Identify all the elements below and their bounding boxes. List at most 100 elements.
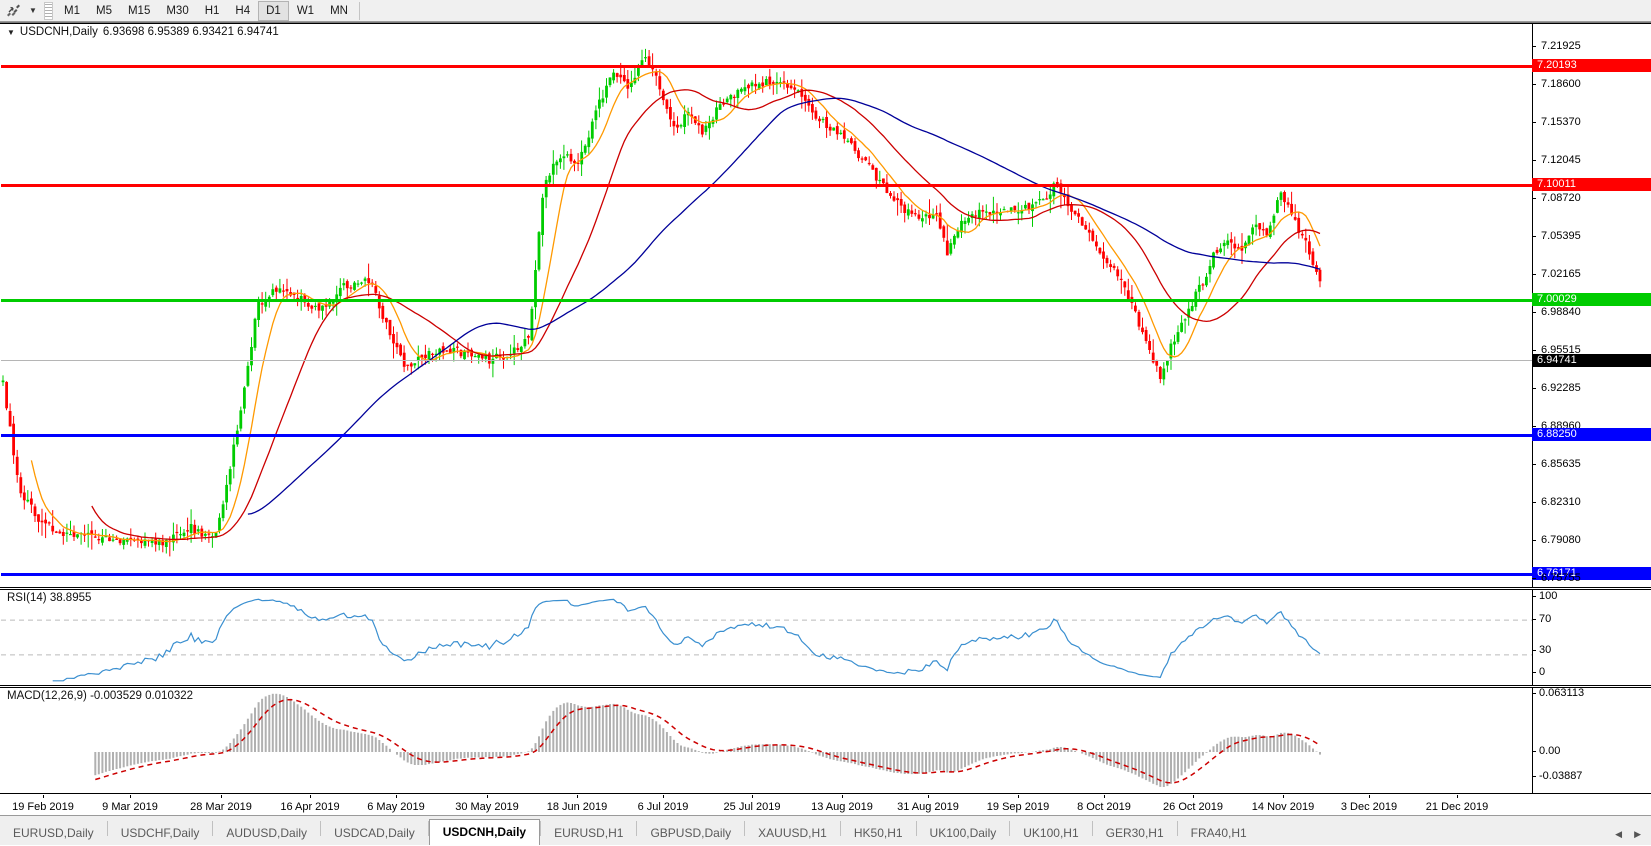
time-label: 13 Aug 2019: [811, 801, 873, 813]
tab-divider: [320, 821, 322, 836]
timeframe-m15[interactable]: M15: [127, 4, 151, 17]
timeframe-h4[interactable]: H4: [235, 4, 251, 17]
level-line-resistance-lower[interactable]: [1, 184, 1532, 187]
timeframe-mn[interactable]: MN: [330, 4, 348, 17]
chart-tab-audusd-daily[interactable]: AUDUSD,Daily: [226, 826, 308, 840]
candlestick-series: [1, 48, 1322, 557]
timeframe-w1[interactable]: W1: [296, 4, 315, 17]
chart-tab-hk50-h1[interactable]: HK50,H1: [853, 826, 903, 840]
chart-tab-ger30-h1[interactable]: GER30,H1: [1105, 826, 1164, 840]
symbol-label: USDCNH,Daily: [19, 26, 98, 38]
rsi-pane[interactable]: RSI(14) 38.8955 100 70 30 0: [0, 589, 1651, 686]
rsi-tick: 30: [1532, 644, 1651, 657]
chart-area[interactable]: ▼ USDCNH,Daily 6.93698 6.95389 6.93421 6…: [0, 22, 1651, 815]
price-tick: 6.85635: [1532, 458, 1651, 471]
price-tick: 7.20193: [1532, 59, 1651, 72]
macd-label: MACD(12,26,9) -0.003529 0.010322: [7, 690, 194, 702]
time-label: 25 Jul 2019: [723, 801, 781, 813]
price-pane-header: ▼ USDCNH,Daily 6.93698 6.95389 6.93421 6…: [7, 26, 279, 38]
triangle-down-icon[interactable]: ▼: [7, 27, 15, 37]
macd-tick: -0.03887: [1532, 770, 1651, 783]
macd-series: [94, 693, 1321, 787]
time-label: 19 Feb 2019: [12, 801, 74, 813]
level-line-support-lower[interactable]: [1, 573, 1532, 576]
level-line-resistance-upper[interactable]: [1, 65, 1532, 68]
tab-divider: [1091, 821, 1093, 836]
chart-tab-eurusd-daily[interactable]: EURUSD,Daily: [13, 826, 94, 840]
time-label: 3 Dec 2019: [1340, 801, 1398, 813]
price-tick: 6.92285: [1532, 382, 1651, 395]
main-toolbar: ▼ M1 M5 M15 M30 H1 H4 D1 W1 MN: [0, 0, 1651, 22]
time-tick: [1018, 795, 1019, 798]
tab-divider: [212, 821, 214, 836]
time-axis[interactable]: 19 Feb 2019 9 Mar 2019 28 Mar 2019 16 Apr 2…: [0, 795, 1651, 815]
time-label: 9 Mar 2019: [102, 801, 158, 813]
rsi-plot[interactable]: RSI(14) 38.8955: [1, 590, 1532, 685]
level-line-target-level[interactable]: [1, 299, 1532, 302]
price-tick: 6.94741: [1532, 354, 1651, 367]
timeframe-m30[interactable]: M30: [166, 4, 189, 17]
chart-tab-fra40-h1[interactable]: FRA40,H1: [1190, 826, 1247, 840]
tab-divider: [915, 821, 917, 836]
price-tick: 6.88250: [1532, 428, 1651, 441]
price-tick: 7.05395: [1532, 230, 1651, 243]
time-tick: [396, 795, 397, 798]
chart-tab-eurusd-h1[interactable]: EURUSD,H1: [554, 826, 624, 840]
macd-scale: 0.063113 0.00 -0.03887: [1532, 687, 1651, 793]
time-label: 6 May 2019: [367, 801, 425, 813]
time-tick: [842, 795, 843, 798]
timeframe-d1[interactable]: D1: [258, 0, 289, 21]
time-label: 19 Sep 2019: [986, 801, 1050, 813]
price-tick: 7.18600: [1532, 78, 1651, 91]
price-scale[interactable]: 7.21925 7.20193 7.18600 7.15370 7.12045 7.100…: [1532, 24, 1651, 698]
chart-tab-uk100-daily[interactable]: UK100,Daily: [929, 826, 997, 840]
timeframe-m5[interactable]: M5: [95, 4, 112, 17]
tab-divider: [106, 821, 108, 836]
chart-tab-usdcad-daily[interactable]: USDCAD,Daily: [334, 826, 415, 840]
macd-pane[interactable]: MACD(12,26,9) -0.003529 0.010322 0.06311…: [0, 687, 1651, 794]
level-line-current-price[interactable]: [1, 360, 1532, 361]
tab-divider: [636, 821, 638, 836]
chart-tab-gbpusd-daily[interactable]: GBPUSD,Daily: [650, 826, 732, 840]
macd-plot[interactable]: MACD(12,26,9) -0.003529 0.010322: [1, 688, 1532, 793]
timeframe-h1[interactable]: H1: [204, 4, 220, 17]
price-tick: 6.82310: [1532, 496, 1651, 509]
price-plot[interactable]: ▼ USDCNH,Daily 6.93698 6.95389 6.93421 6…: [1, 24, 1532, 587]
chart-tab-uk100-h1[interactable]: UK100,H1: [1023, 826, 1079, 840]
tab-divider: [744, 821, 746, 836]
rsi-series: [1, 598, 1532, 682]
arrow-right-icon[interactable]: ▶: [1634, 829, 1641, 839]
price-tick: 6.76171: [1532, 567, 1651, 580]
price-pane[interactable]: ▼ USDCNH,Daily 6.93698 6.95389 6.93421 6…: [0, 23, 1651, 698]
ohlc-values: 6.93698 6.95389 6.93421 6.94741: [102, 26, 279, 38]
time-tick: [310, 795, 311, 798]
level-line-support-upper[interactable]: [1, 434, 1532, 437]
chart-tab-usdcnh-daily[interactable]: USDCNH,Daily: [428, 819, 541, 845]
rsi-label: RSI(14) 38.8955: [7, 592, 92, 604]
time-tick: [1283, 795, 1284, 798]
time-label: 6 Jul 2019: [637, 801, 689, 813]
time-label: 31 Aug 2019: [897, 801, 959, 813]
tab-nav: ◀ ▶: [1615, 829, 1651, 845]
price-tick: 7.08720: [1532, 192, 1651, 205]
timeframe-m1[interactable]: M1: [64, 4, 80, 17]
chart-tabbar[interactable]: EURUSD,Daily USDCHF,Daily AUDUSD,Daily USDC…: [0, 815, 1651, 845]
rsi-scale: 100 70 30 0: [1532, 590, 1651, 685]
price-tick: 6.79080: [1532, 534, 1651, 547]
time-tick: [752, 795, 753, 798]
time-label: 8 Oct 2019: [1077, 801, 1131, 813]
time-label: 26 Oct 2019: [1163, 801, 1223, 813]
toolbar-divider: [358, 1, 360, 20]
chart-tab-xauusd-h1[interactable]: XAUUSD,H1: [758, 826, 827, 840]
tab-divider: [540, 821, 542, 836]
chart-tab-usdchf-daily[interactable]: USDCHF,Daily: [120, 826, 200, 840]
price-tick: 6.75755: [1532, 572, 1651, 585]
time-tick: [1104, 795, 1105, 798]
time-tick: [1457, 795, 1458, 798]
indicator-template-icon[interactable]: [0, 1, 26, 21]
arrow-left-icon[interactable]: ◀: [1615, 829, 1623, 839]
chevron-down-icon[interactable]: ▼: [29, 6, 37, 15]
tab-divider: [1176, 821, 1178, 836]
price-tick: 7.12045: [1532, 154, 1651, 167]
toolbar-grip[interactable]: [44, 1, 53, 20]
